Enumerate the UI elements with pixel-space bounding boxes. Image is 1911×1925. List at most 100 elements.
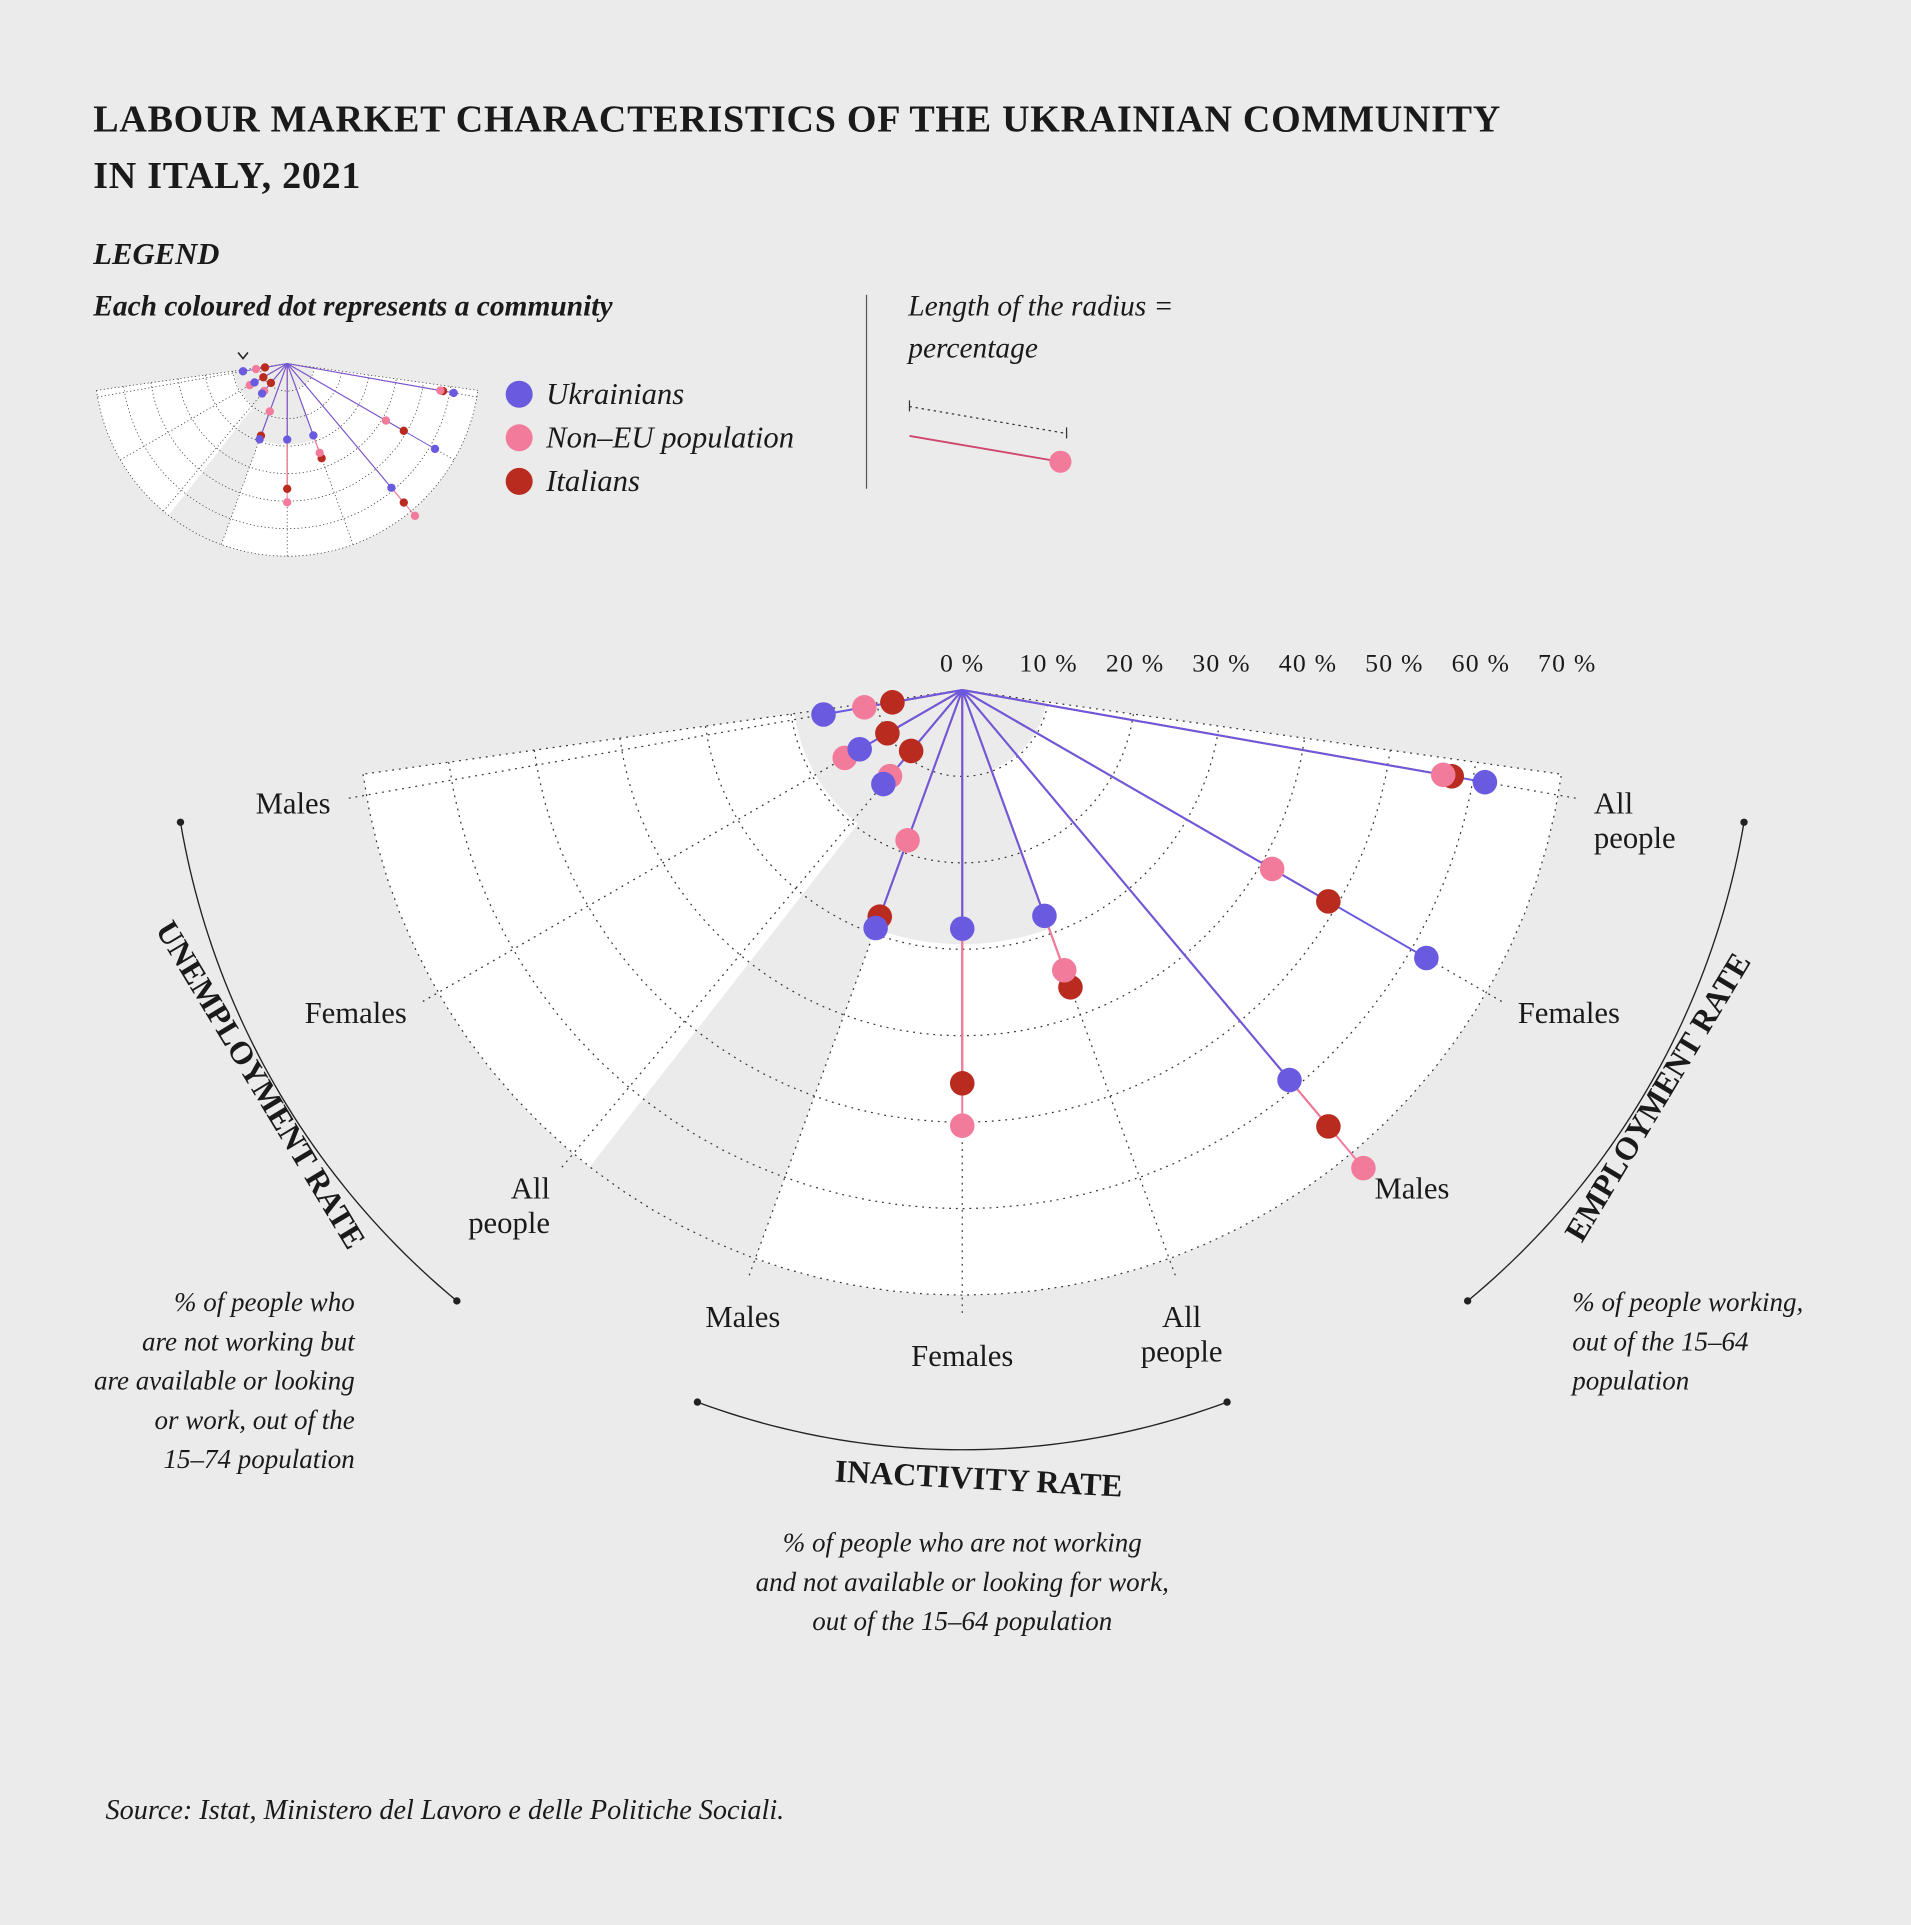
mini-dot	[436, 386, 445, 395]
grid-circle	[619, 738, 1306, 1037]
category-label: All people	[468, 1172, 550, 1240]
group-description: are available or looking	[94, 1366, 355, 1396]
mini-dot	[410, 511, 420, 520]
group-bracket	[1467, 822, 1745, 1302]
r-tick-label: 10 %	[1019, 649, 1078, 678]
sector	[991, 701, 1562, 1259]
dot	[1414, 945, 1439, 971]
radius-line	[961, 689, 1291, 1081]
category-label-line: All	[1594, 787, 1633, 821]
radius-sample	[908, 400, 1072, 473]
dot	[875, 720, 900, 746]
category-label-line: people	[1141, 1334, 1223, 1368]
category-label-line: All	[1162, 1300, 1201, 1334]
mini-dot	[283, 484, 292, 493]
chart-title: LABOUR MARKET CHARACTERISTICS OF THE UKR…	[93, 99, 1501, 141]
dot	[852, 695, 877, 720]
bracket-end	[453, 1297, 461, 1305]
dot	[811, 702, 836, 727]
legend-label: Italians	[545, 464, 640, 498]
grid-circle	[232, 371, 343, 419]
bracket-end	[1223, 1398, 1231, 1406]
mini-dot	[381, 416, 391, 425]
grid-circle	[150, 382, 424, 502]
category-label: Males	[256, 787, 331, 821]
radius-measure	[909, 405, 1067, 435]
group-description: % of people who are not working	[783, 1528, 1142, 1558]
r-tick-label: 40 %	[1279, 649, 1338, 678]
mini-dot	[259, 373, 268, 382]
category-label-line: All	[511, 1172, 550, 1206]
grid-circle	[790, 713, 1135, 864]
mini-dot	[387, 483, 396, 492]
chart-title: IN ITALY, 2021	[93, 155, 361, 197]
grid-circle	[177, 378, 397, 475]
mini-dot	[449, 388, 458, 398]
grid-circle	[448, 762, 1477, 1210]
dot	[1051, 957, 1077, 983]
r-tick-label: 20 %	[1106, 649, 1165, 678]
category-ray	[220, 363, 288, 545]
category-label-line: people	[1594, 821, 1676, 855]
dot	[949, 916, 975, 941]
mini-dot	[315, 448, 324, 457]
r-tick-label: 50 %	[1365, 649, 1424, 678]
dot	[1032, 903, 1057, 929]
radius-line	[287, 363, 454, 394]
category-label: Females	[911, 1339, 1013, 1373]
sector	[296, 367, 479, 545]
main-chart: 0 % 10 % 20 % 30 % 40 % 50 % 60 % 70 % Males Fema…	[94, 649, 1803, 1637]
radius-sample-dot	[1049, 450, 1072, 473]
group-bracket	[697, 1401, 1228, 1451]
radius-line	[874, 689, 964, 929]
category-label: Males	[1375, 1172, 1450, 1206]
r-tick-label: 60 %	[1452, 649, 1511, 678]
dot	[1430, 762, 1456, 788]
bracket-end	[1740, 818, 1748, 826]
radius-line	[286, 363, 314, 436]
bracket-end	[176, 818, 185, 826]
mini-dot	[309, 431, 318, 440]
dot	[1259, 856, 1285, 882]
dot	[898, 738, 924, 764]
category-ray	[97, 363, 288, 398]
dot	[1316, 1114, 1341, 1139]
category-label: All people	[1594, 787, 1676, 855]
r-tick-label: 0 %	[940, 649, 984, 678]
legend-label: Ukrainians	[546, 377, 684, 411]
legend-note: Each coloured dot represents a community	[92, 291, 613, 323]
dot	[880, 690, 905, 715]
legend-swatch	[505, 380, 533, 408]
group-description: population	[1570, 1366, 1689, 1396]
radius-note: percentage	[906, 332, 1038, 364]
category-ray	[120, 363, 288, 461]
radius-line	[286, 363, 392, 489]
mini-dot	[251, 364, 261, 374]
radius-line	[259, 363, 288, 440]
category-label-line: people	[468, 1206, 550, 1240]
bracket-end	[693, 1398, 702, 1406]
grid-circle	[362, 774, 1563, 1296]
dot	[1316, 889, 1341, 914]
group-description: 15–74 population	[163, 1444, 354, 1474]
radius-note: Length of the radius =	[907, 291, 1173, 323]
dot	[871, 771, 896, 797]
dot	[1277, 1067, 1302, 1093]
mini-dot	[430, 444, 440, 454]
mini-dot	[283, 435, 292, 444]
group-description: out of the 15–64 population	[812, 1606, 1112, 1636]
dot	[895, 828, 920, 853]
mini-dot	[399, 498, 408, 507]
group-description: and not available or looking for work,	[756, 1567, 1169, 1597]
group-description: are not working but	[142, 1326, 356, 1356]
radius-line	[961, 689, 1046, 917]
mini-dot	[266, 378, 276, 388]
category-label: Males	[705, 1300, 780, 1334]
mini-dot	[399, 426, 408, 436]
legend-label: Non–EU population	[545, 421, 794, 455]
category-label: All people	[1141, 1300, 1223, 1368]
mini-dot	[250, 378, 259, 387]
dot	[1351, 1155, 1376, 1181]
mini-dot	[265, 407, 274, 416]
r-tick-label: 70 %	[1538, 649, 1597, 678]
